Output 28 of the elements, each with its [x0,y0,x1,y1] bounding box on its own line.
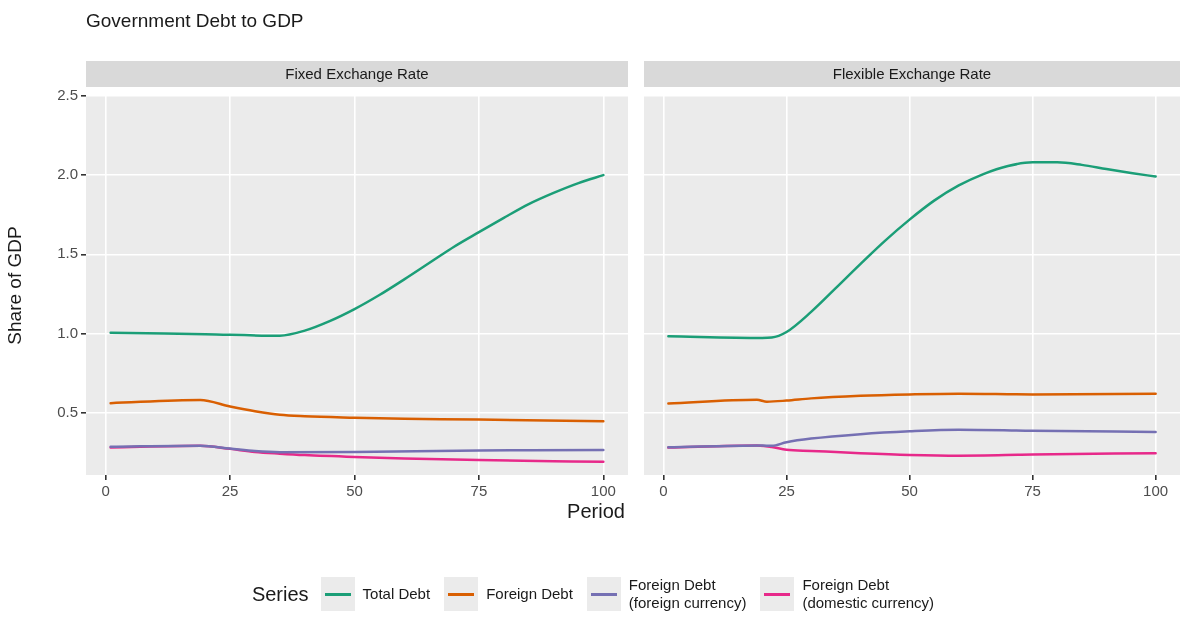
x-tick-label: 100 [590,482,616,500]
x-tick-label: 100 [1143,482,1169,500]
y-tick-label: 1.0 [57,323,78,341]
x-tick-label: 50 [901,482,918,500]
x-axis-title: Period [566,500,626,523]
x-tick-label: 25 [778,482,795,500]
line-series [109,444,605,454]
y-axis-title: Share of GDP [3,226,25,345]
x-tick-label: 75 [470,482,488,500]
line-series [109,173,605,337]
legend-label: Foreign Debt (domestic currency) [802,576,935,612]
chart-subtitle: Flexible Exchange Rate [644,61,1180,87]
x-tick-label: 0 [659,482,668,500]
legend-label: Foreign Debt (foreign currency) [628,576,747,612]
x-tick-label: 0 [101,482,110,500]
y-tick-label: 2.5 [57,86,78,104]
x-tick-label: 50 [346,482,363,500]
x-tick-label: 25 [221,482,239,500]
y-tick-label: 2.0 [57,165,78,183]
line-series [109,398,605,423]
legend-label: Total Debt [362,585,431,603]
legend-label: Foreign Debt [486,585,573,603]
chart-subtitle: Fixed Exchange Rate [86,61,628,87]
legend-title: Series [251,582,309,606]
x-tick-label: 75 [1024,482,1041,500]
chart-title: Government Debt to GDP [86,10,304,32]
y-tick-label: 1.5 [57,244,78,262]
y-tick-label: 0.5 [57,402,78,420]
